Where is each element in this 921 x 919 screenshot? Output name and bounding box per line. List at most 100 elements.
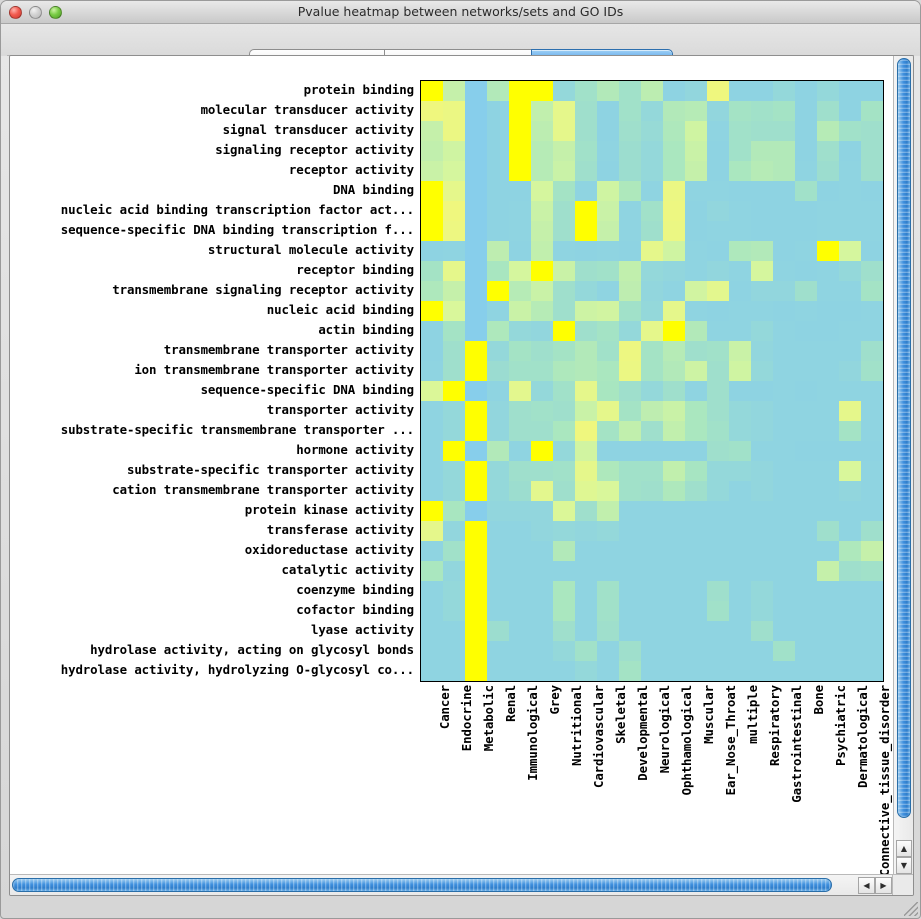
heatmap-cell[interactable] [839,621,861,641]
heatmap-cell[interactable] [839,181,861,201]
heatmap-cell[interactable] [795,521,817,541]
heatmap-cell[interactable] [575,381,597,401]
heatmap-cell[interactable] [817,521,839,541]
heatmap-cell[interactable] [817,161,839,181]
heatmap-cell[interactable] [817,241,839,261]
heatmap-cell[interactable] [597,501,619,521]
heatmap-cell[interactable] [443,181,465,201]
heatmap-cell[interactable] [465,421,487,441]
heatmap-cell[interactable] [751,661,773,681]
heatmap-cell[interactable] [641,561,663,581]
heatmap-cell[interactable] [839,501,861,521]
heatmap-cell[interactable] [597,261,619,281]
heatmap-cell[interactable] [773,641,795,661]
heatmap-cell[interactable] [465,241,487,261]
heatmap-cell[interactable] [531,441,553,461]
heatmap-cell[interactable] [839,361,861,381]
heatmap-cell[interactable] [619,621,641,641]
heatmap-cell[interactable] [685,241,707,261]
heatmap-cell[interactable] [443,261,465,281]
heatmap-cell[interactable] [619,201,641,221]
heatmap-cell[interactable] [575,481,597,501]
zoom-button[interactable] [49,6,62,19]
heatmap-cell[interactable] [817,401,839,421]
heatmap-cell[interactable] [421,461,443,481]
heatmap-cell[interactable] [487,81,509,101]
heatmap-cell[interactable] [707,161,729,181]
heatmap-cell[interactable] [597,241,619,261]
heatmap-cell[interactable] [707,121,729,141]
heatmap-cell[interactable] [575,581,597,601]
heatmap-cell[interactable] [487,221,509,241]
heatmap-cell[interactable] [421,341,443,361]
heatmap-cell[interactable] [773,361,795,381]
heatmap-cell[interactable] [421,101,443,121]
heatmap-cell[interactable] [553,401,575,421]
heatmap-cell[interactable] [861,501,883,521]
heatmap-cell[interactable] [861,541,883,561]
heatmap-cell[interactable] [795,401,817,421]
heatmap-cell[interactable] [619,281,641,301]
heatmap-cell[interactable] [817,601,839,621]
heatmap-cell[interactable] [839,421,861,441]
heatmap-cell[interactable] [487,581,509,601]
heatmap-cell[interactable] [487,181,509,201]
heatmap-cell[interactable] [707,201,729,221]
heatmap-cell[interactable] [509,421,531,441]
scroll-down-button[interactable]: ▼ [896,857,912,874]
heatmap-cell[interactable] [421,181,443,201]
heatmap-cell[interactable] [487,381,509,401]
heatmap-cell[interactable] [663,241,685,261]
heatmap-cell[interactable] [839,81,861,101]
heatmap-cell[interactable] [465,121,487,141]
heatmap-cell[interactable] [663,381,685,401]
heatmap-cell[interactable] [751,501,773,521]
heatmap-cell[interactable] [641,301,663,321]
heatmap-cell[interactable] [663,201,685,221]
heatmap-cell[interactable] [817,321,839,341]
heatmap-cell[interactable] [641,141,663,161]
heatmap-cell[interactable] [817,561,839,581]
heatmap-cell[interactable] [619,381,641,401]
heatmap-cell[interactable] [685,161,707,181]
heatmap-cell[interactable] [729,481,751,501]
heatmap-cell[interactable] [531,621,553,641]
heatmap-cell[interactable] [707,601,729,621]
heatmap-cell[interactable] [641,261,663,281]
heatmap-cell[interactable] [663,281,685,301]
heatmap-cell[interactable] [509,581,531,601]
heatmap-cell[interactable] [619,361,641,381]
heatmap-cell[interactable] [751,321,773,341]
heatmap-cell[interactable] [663,161,685,181]
heatmap-cell[interactable] [641,201,663,221]
heatmap-cell[interactable] [619,481,641,501]
heatmap-cell[interactable] [421,641,443,661]
heatmap-cell[interactable] [443,341,465,361]
heatmap-cell[interactable] [861,121,883,141]
heatmap-cell[interactable] [509,601,531,621]
heatmap-cell[interactable] [707,541,729,561]
heatmap-cell[interactable] [509,621,531,641]
heatmap-cell[interactable] [817,141,839,161]
heatmap-cell[interactable] [861,581,883,601]
heatmap-cell[interactable] [663,121,685,141]
heatmap-cell[interactable] [465,81,487,101]
heatmap-cell[interactable] [619,81,641,101]
vertical-scrollbar-thumb[interactable] [897,58,911,818]
vertical-scrollbar[interactable]: ▲ ▼ [893,56,913,876]
heatmap-cell[interactable] [465,441,487,461]
heatmap-cell[interactable] [487,521,509,541]
heatmap-cell[interactable] [443,581,465,601]
heatmap-cell[interactable] [795,321,817,341]
heatmap-cell[interactable] [487,201,509,221]
heatmap-cell[interactable] [641,401,663,421]
heatmap-cell[interactable] [597,301,619,321]
heatmap-cell[interactable] [421,501,443,521]
heatmap-cell[interactable] [509,261,531,281]
heatmap-cell[interactable] [861,521,883,541]
heatmap-cell[interactable] [707,221,729,241]
heatmap-cell[interactable] [465,181,487,201]
heatmap-cell[interactable] [795,621,817,641]
heatmap-cell[interactable] [531,101,553,121]
heatmap-cell[interactable] [685,401,707,421]
